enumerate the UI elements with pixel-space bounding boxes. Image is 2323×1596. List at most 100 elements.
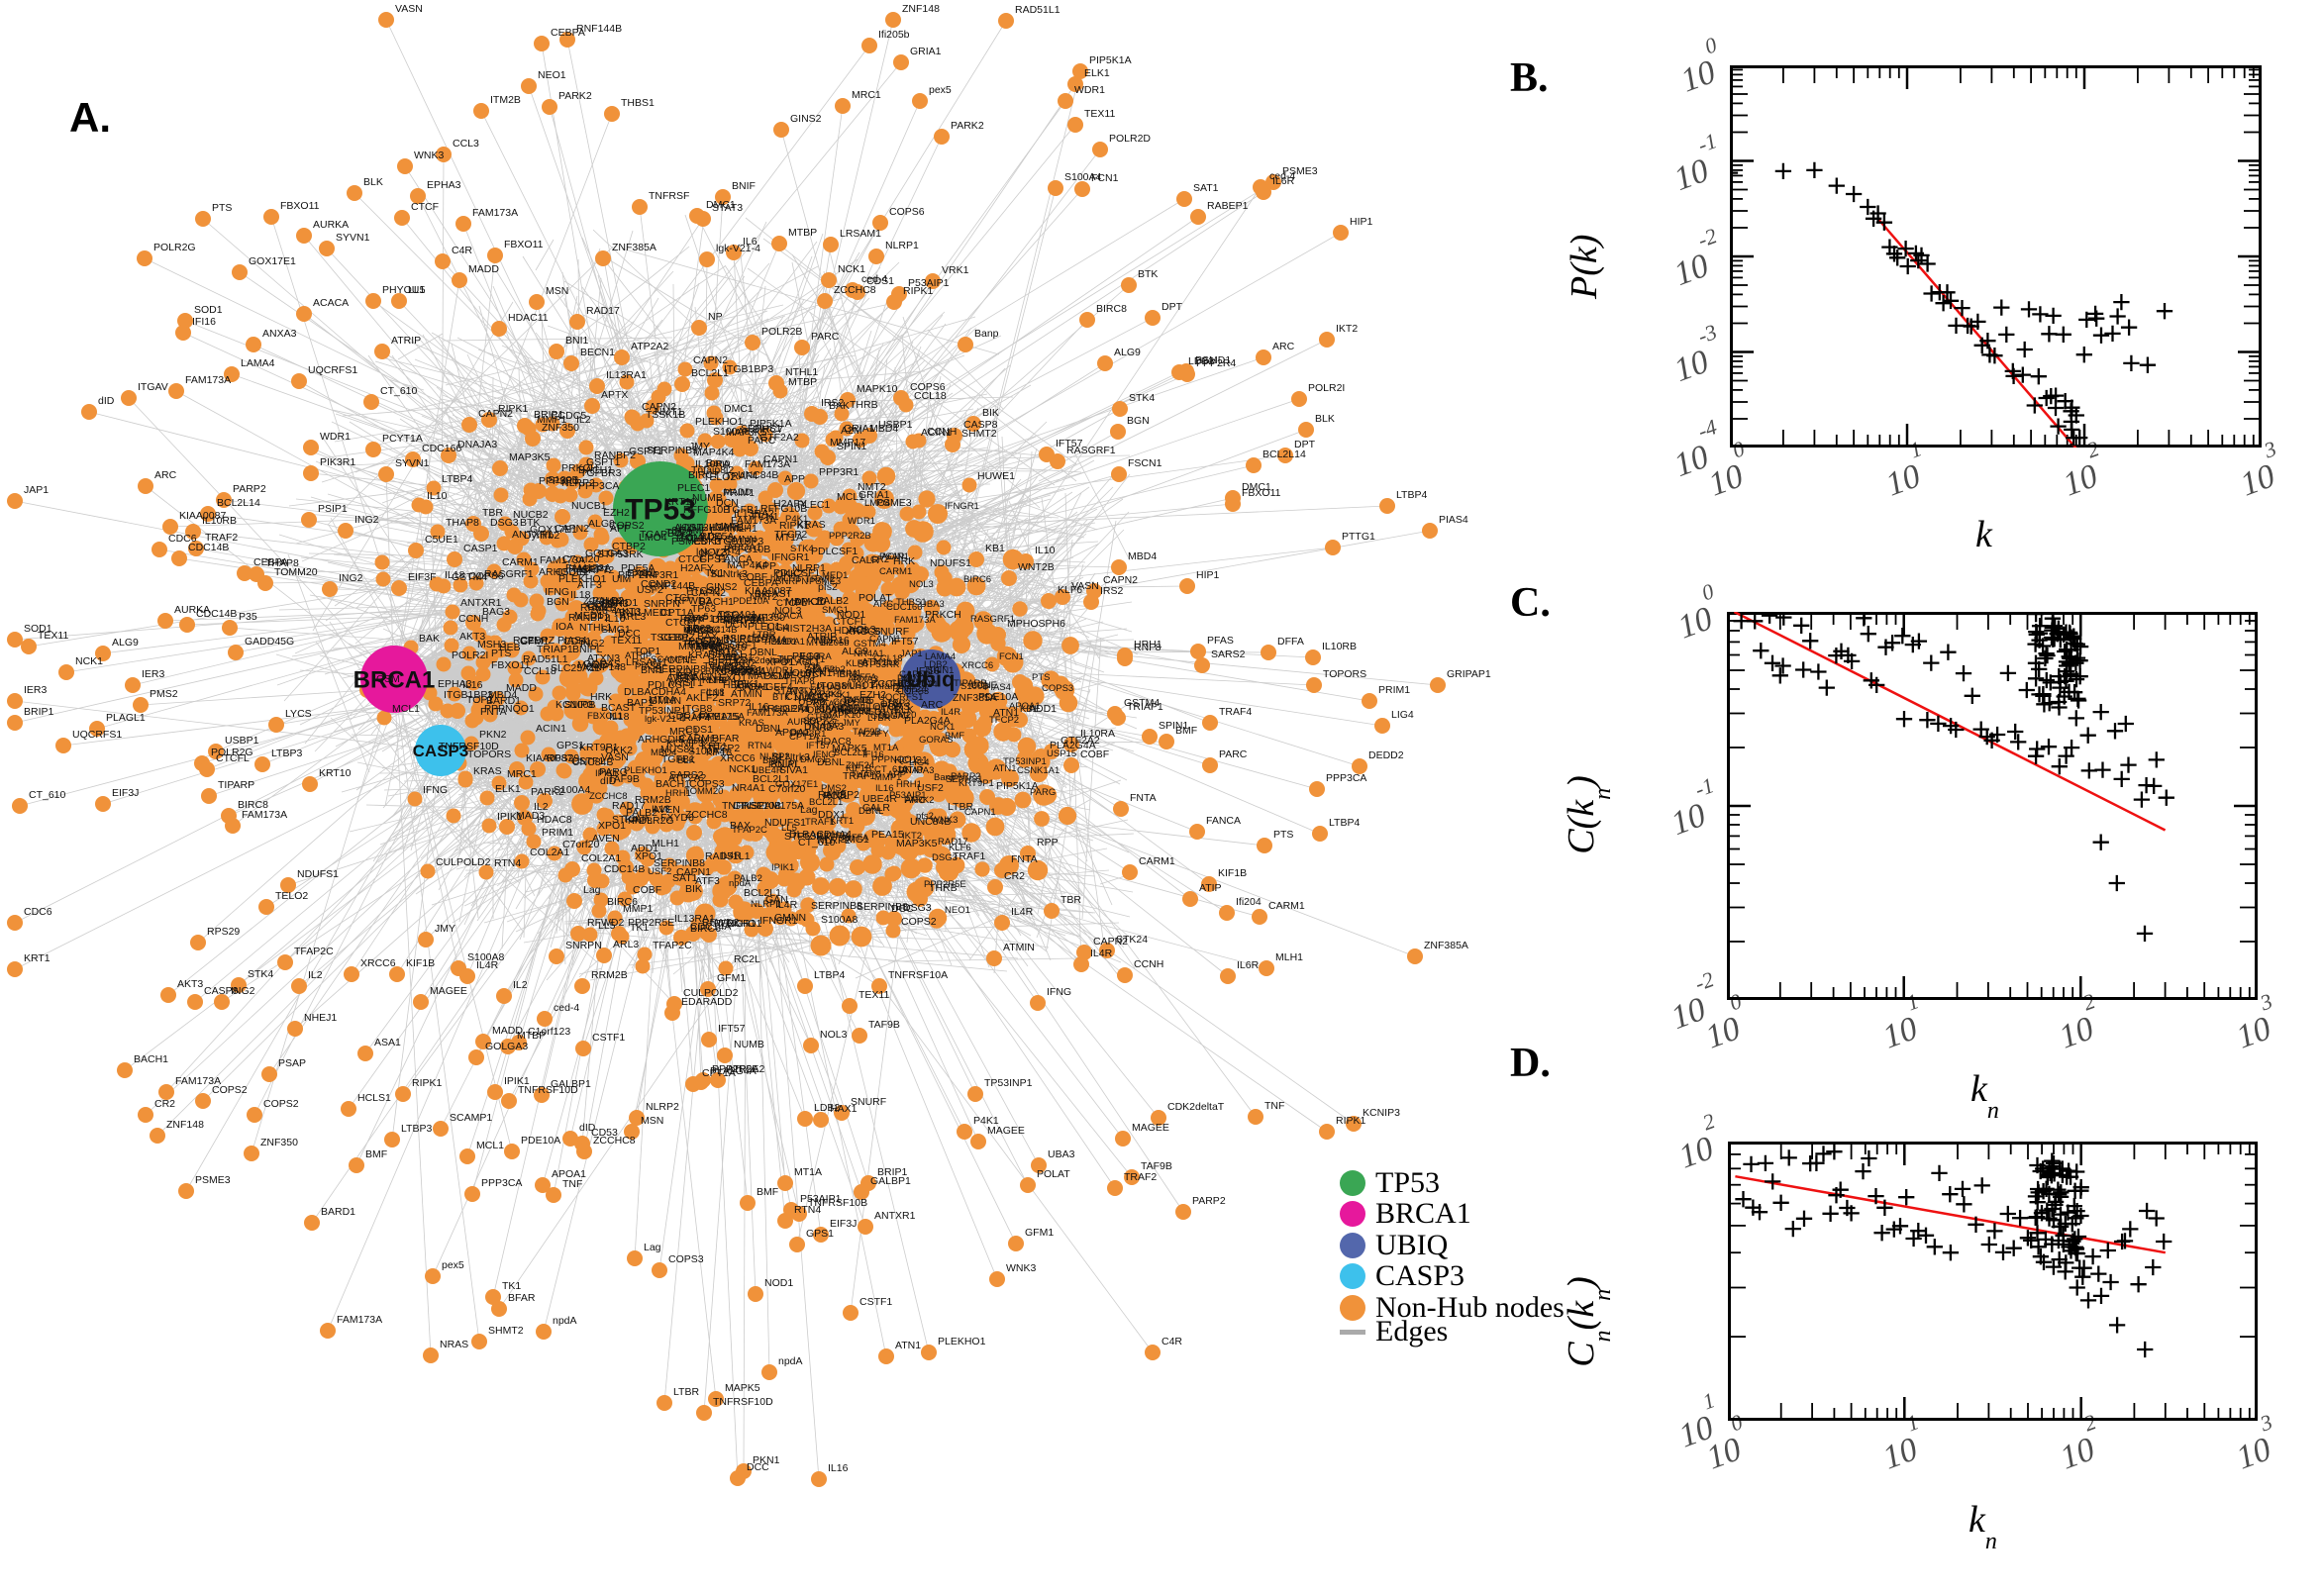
svg-text:PARK2: PARK2 xyxy=(558,90,592,102)
svg-text:BRIP1: BRIP1 xyxy=(24,706,54,718)
svg-text:CDK3: CDK3 xyxy=(693,536,721,548)
svg-text:RC2L: RC2L xyxy=(734,953,760,965)
svg-text:COPS2: COPS2 xyxy=(263,1098,299,1110)
svg-text:ARHGDIB: ARHGDIB xyxy=(638,734,685,746)
svg-text:HRK: HRK xyxy=(590,691,612,703)
svg-text:SHMT2: SHMT2 xyxy=(488,1325,524,1337)
svg-text:PPP3CA: PPP3CA xyxy=(684,639,722,649)
svg-text:LL5: LL5 xyxy=(598,920,616,932)
svg-text:IFNG: IFNG xyxy=(1047,986,1071,998)
svg-text:CDC6: CDC6 xyxy=(24,906,52,918)
svg-text:ARL3: ARL3 xyxy=(613,939,639,950)
svg-text:MTBP: MTBP xyxy=(806,638,832,648)
svg-text:JAP1: JAP1 xyxy=(900,648,923,659)
svg-text:LDB2: LDB2 xyxy=(814,1102,840,1114)
svg-text:IL2: IL2 xyxy=(513,979,528,991)
svg-text:GOLGA3: GOLGA3 xyxy=(870,711,909,722)
svg-text:USBP1: USBP1 xyxy=(878,419,913,431)
svg-text:ANTXR1: ANTXR1 xyxy=(460,597,502,609)
svg-text:THAP8: THAP8 xyxy=(446,517,479,529)
svg-text:LTBP4: LTBP4 xyxy=(442,473,472,485)
svg-text:FSCN1: FSCN1 xyxy=(1128,457,1162,469)
svg-text:npdA: npdA xyxy=(778,1355,803,1367)
svg-text:COL2A1: COL2A1 xyxy=(773,704,809,715)
svg-text:ZNF350: ZNF350 xyxy=(260,1137,298,1148)
svg-text:MBD4: MBD4 xyxy=(651,748,676,758)
svg-text:PSAP: PSAP xyxy=(278,1057,306,1069)
svg-text:BIRC6: BIRC6 xyxy=(607,896,638,908)
svg-text:MAGEE: MAGEE xyxy=(430,985,467,997)
svg-text:PARK2: PARK2 xyxy=(951,120,984,132)
svg-text:LMO4: LMO4 xyxy=(864,498,890,509)
svg-text:RABEP1: RABEP1 xyxy=(1207,200,1249,212)
svg-text:KRT1: KRT1 xyxy=(24,952,50,964)
svg-text:BACH1: BACH1 xyxy=(134,1053,168,1065)
svg-text:LTBP4: LTBP4 xyxy=(814,969,845,981)
svg-text:GALBP1: GALBP1 xyxy=(870,1175,911,1187)
svg-text:NCK1: NCK1 xyxy=(838,263,865,275)
svg-text:STK4: STK4 xyxy=(1129,392,1155,404)
svg-text:VRK1: VRK1 xyxy=(942,264,969,276)
svg-text:Lag: Lag xyxy=(644,1242,661,1253)
svg-text:TNFRSF10B: TNFRSF10B xyxy=(722,800,781,812)
svg-text:KRT10: KRT10 xyxy=(319,767,352,779)
svg-text:HIST2H3A: HIST2H3A xyxy=(679,522,729,534)
svg-text:LL5: LL5 xyxy=(781,823,797,834)
svg-text:RTN4: RTN4 xyxy=(748,741,772,751)
svg-text:VASN: VASN xyxy=(1071,580,1099,592)
svg-text:TAF9B: TAF9B xyxy=(868,1019,900,1031)
svg-text:GFM1: GFM1 xyxy=(1025,1227,1054,1239)
svg-text:PIAS4: PIAS4 xyxy=(1439,514,1468,526)
svg-text:P53AIP1: P53AIP1 xyxy=(889,790,927,801)
svg-text:SAT1: SAT1 xyxy=(1193,182,1219,194)
svg-text:ZNF385A: ZNF385A xyxy=(1424,940,1468,951)
svg-text:APP: APP xyxy=(784,473,805,485)
svg-text:TNFRSF10D: TNFRSF10D xyxy=(713,1396,773,1408)
svg-text:PLEKHO1: PLEKHO1 xyxy=(938,1336,986,1347)
svg-text:CTCF: CTCF xyxy=(411,201,439,213)
svg-text:FNTA: FNTA xyxy=(1011,853,1038,865)
svg-text:IL4R: IL4R xyxy=(721,850,741,861)
svg-text:ITGB1BP3: ITGB1BP3 xyxy=(724,363,773,375)
svg-text:CARM1: CARM1 xyxy=(1268,900,1305,912)
svg-text:TFAP2C: TFAP2C xyxy=(653,940,692,951)
svg-text:EPHA3: EPHA3 xyxy=(427,179,461,191)
svg-text:SOD1: SOD1 xyxy=(194,304,223,316)
svg-text:RPP: RPP xyxy=(1037,837,1059,848)
svg-text:IPIK1: IPIK1 xyxy=(497,811,523,823)
svg-text:pex5: pex5 xyxy=(929,84,952,96)
svg-text:DCC: DCC xyxy=(618,628,641,640)
svg-text:CDC14B: CDC14B xyxy=(604,863,645,875)
svg-text:ATMIN: ATMIN xyxy=(1003,942,1035,953)
svg-text:ZNF385A: ZNF385A xyxy=(612,242,656,253)
svg-text:OSM: OSM xyxy=(376,673,400,685)
svg-text:ITM2B: ITM2B xyxy=(490,94,521,106)
svg-text:PALB2: PALB2 xyxy=(734,873,762,884)
svg-text:DMC1: DMC1 xyxy=(706,199,736,211)
svg-text:RRM2B: RRM2B xyxy=(591,969,628,981)
svg-text:BCL2L1: BCL2L1 xyxy=(691,367,729,379)
svg-text:POLR2I: POLR2I xyxy=(1308,382,1345,394)
svg-text:CSNK1A1: CSNK1A1 xyxy=(1017,765,1060,776)
svg-text:PARG: PARG xyxy=(1030,787,1056,798)
svg-text:PPP3R1: PPP3R1 xyxy=(819,466,858,478)
svg-text:FAM173A: FAM173A xyxy=(185,374,231,386)
svg-text:BCL2L14: BCL2L14 xyxy=(217,497,260,509)
svg-text:WNK3: WNK3 xyxy=(414,150,444,161)
svg-text:ZNF148: ZNF148 xyxy=(902,3,940,15)
svg-text:COL2A1: COL2A1 xyxy=(581,852,621,864)
svg-text:PPP3CA: PPP3CA xyxy=(481,1177,522,1189)
svg-text:CTCFL: CTCFL xyxy=(216,752,250,764)
svg-text:RFFG10B: RFFG10B xyxy=(724,544,770,555)
svg-text:ALG9: ALG9 xyxy=(112,637,139,648)
svg-text:IL10: IL10 xyxy=(605,613,626,625)
svg-text:P4K1: P4K1 xyxy=(973,1115,999,1127)
svg-text:UQCRFS1: UQCRFS1 xyxy=(308,364,357,376)
svg-text:IL6R: IL6R xyxy=(1237,959,1260,971)
svg-text:WDR1: WDR1 xyxy=(848,516,875,527)
svg-text:PSME3: PSME3 xyxy=(195,1174,231,1186)
svg-text:LMO4: LMO4 xyxy=(639,532,667,544)
svg-text:TOMM20: TOMM20 xyxy=(684,786,723,797)
svg-text:A2M: A2M xyxy=(841,425,862,437)
svg-text:GALBP1: GALBP1 xyxy=(733,613,769,624)
